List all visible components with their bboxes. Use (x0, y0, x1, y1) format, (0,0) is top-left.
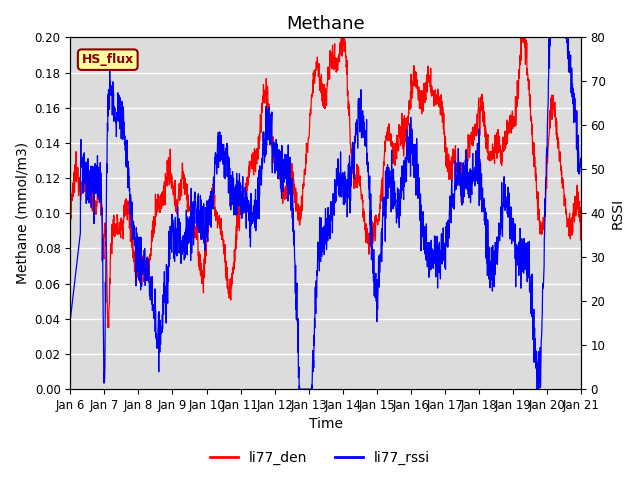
li77_rssi (468, 153, 476, 159)
li77_den (563, 214, 570, 220)
Text: HS_flux: HS_flux (82, 53, 134, 66)
li77_rssi (67, 316, 74, 322)
X-axis label: Time: Time (308, 418, 342, 432)
li77_den (315, 60, 323, 66)
Y-axis label: RSSI: RSSI (611, 198, 625, 229)
li77_den (93, 199, 100, 204)
Legend: li77_den, li77_rssi: li77_den, li77_rssi (204, 445, 436, 471)
li77_den (577, 204, 585, 210)
li77_rssi (563, 35, 570, 40)
li77_rssi (301, 386, 309, 392)
Y-axis label: Methane (mmol/m3): Methane (mmol/m3) (15, 142, 29, 284)
li77_rssi (577, 162, 585, 168)
li77_rssi (295, 386, 303, 392)
li77_den (104, 324, 112, 330)
li77_den (67, 221, 74, 227)
li77_rssi (563, 35, 570, 40)
li77_rssi (93, 166, 100, 172)
li77_den (563, 206, 570, 212)
li77_den (469, 124, 477, 130)
li77_rssi (546, 35, 554, 40)
Line: li77_rssi: li77_rssi (70, 37, 581, 389)
li77_den (340, 25, 348, 31)
li77_rssi (315, 244, 323, 250)
Title: Methane: Methane (286, 15, 365, 33)
Line: li77_den: li77_den (70, 28, 581, 327)
li77_den (301, 169, 309, 175)
